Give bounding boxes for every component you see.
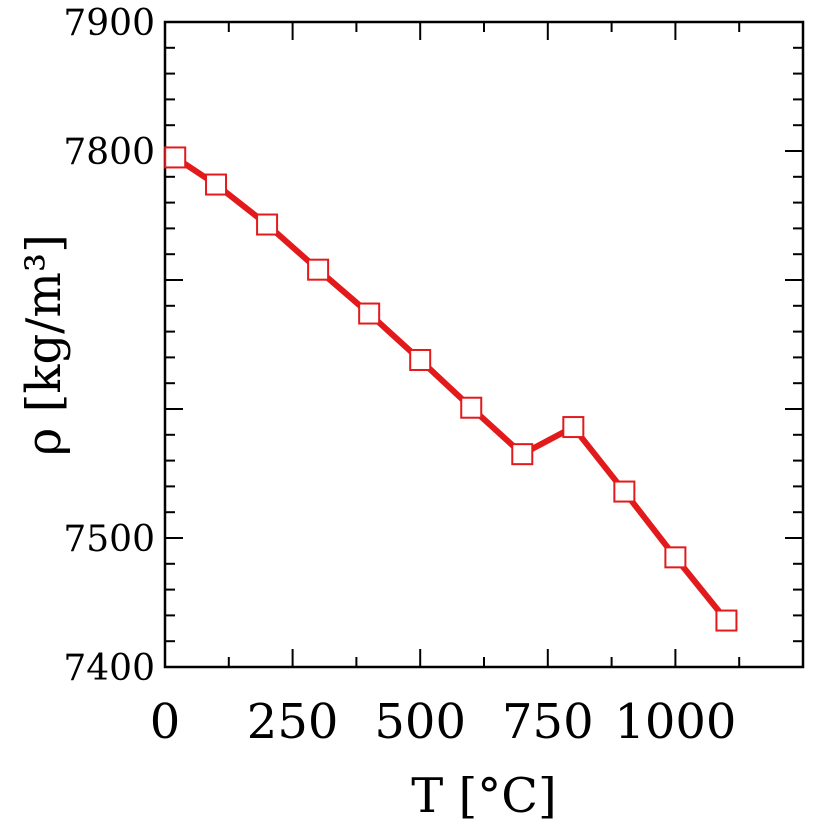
data-point-marker: [460, 396, 483, 419]
y-tick-label: 7500: [63, 519, 155, 560]
x-tick-label: 250: [247, 694, 339, 750]
x-axis-label: T [°C]: [411, 768, 556, 824]
data-point-marker: [358, 302, 381, 325]
y-tick-label: 7900: [63, 3, 155, 44]
series-layer: [164, 146, 738, 632]
data-point-marker: [307, 258, 330, 281]
x-tick-label: 750: [502, 694, 594, 750]
data-point-marker: [715, 609, 738, 632]
plot-frame: [163, 20, 805, 669]
data-point-marker: [664, 546, 687, 569]
y-tick-label: 7400: [63, 648, 155, 689]
x-tick-label: 500: [374, 694, 466, 750]
y-axis-label: ρ [kg/m³]: [16, 234, 72, 456]
y-tick-label: 7800: [63, 132, 155, 173]
x-tick-label: 0: [150, 694, 181, 750]
x-tick-label: 1000: [614, 694, 736, 750]
data-point-marker: [409, 348, 432, 371]
data-point-marker: [613, 480, 636, 503]
data-point-marker: [562, 416, 585, 439]
axis-ticks: [165, 22, 803, 667]
data-point-marker: [511, 443, 534, 466]
data-point-marker: [205, 173, 228, 196]
tick-labels: 7400 7500 7800 7900 0 250 500 750 1000: [63, 3, 736, 750]
data-point-marker: [164, 146, 187, 169]
data-point-marker: [256, 213, 279, 236]
